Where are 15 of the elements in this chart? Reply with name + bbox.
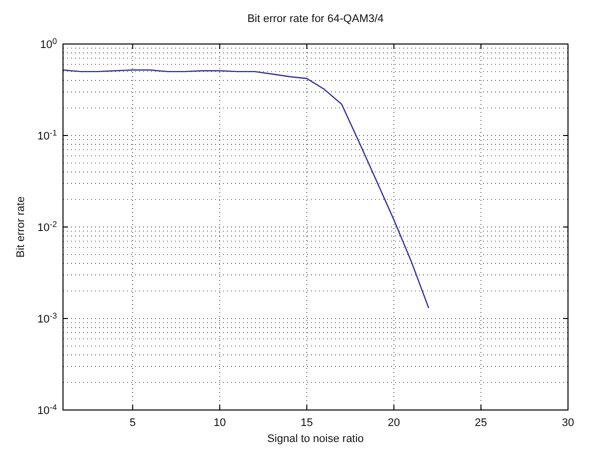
x-tick-label: 30	[562, 417, 574, 429]
y-tick-label: 10$^{-3}$	[37, 311, 58, 326]
x-tick-label: 15	[300, 417, 313, 429]
x-tick-label: 20	[388, 417, 400, 429]
y-tick-label: 10$^{0}$	[40, 36, 58, 51]
y-tick-label: 10$^{-2}$	[37, 220, 58, 234]
chart-title: Bit error rate for 64-QAM3/4	[247, 13, 384, 25]
x-tick-label: 10	[214, 417, 226, 429]
x-tick-label: 5	[130, 417, 136, 429]
y-axis-title: Bit error rate	[15, 196, 27, 258]
x-tick-label: 25	[474, 417, 488, 429]
y-tick-label: 10$^{-1}$	[37, 128, 58, 142]
x-axis-title: Signal to noise ratio	[267, 433, 364, 445]
line-series	[62, 69, 430, 309]
y-tick-label: 10$^{-4}$	[37, 402, 58, 417]
